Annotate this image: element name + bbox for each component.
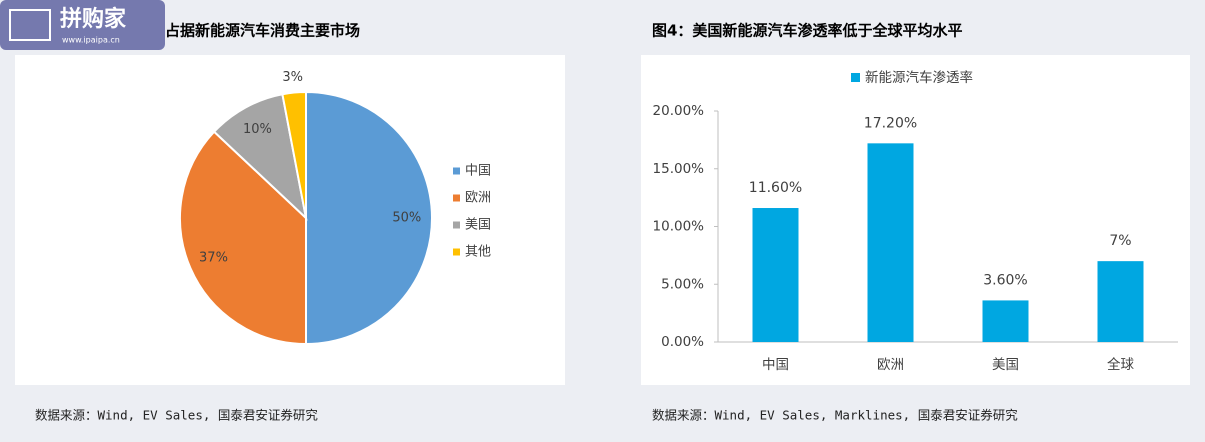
legend-label: 新能源汽车渗透率 — [865, 69, 973, 86]
data-label: 7% — [1109, 233, 1131, 249]
legend-swatch — [453, 167, 460, 175]
legend-swatch — [453, 221, 460, 229]
legend-label: 其他 — [465, 245, 491, 260]
x-tick-label: 中国 — [762, 357, 789, 373]
chart-title: 图4：美国新能源汽车渗透率低于全球平均水平 — [652, 22, 962, 40]
source: 数据来源：Wind, EV Sales, Marklines, 国泰君安证券研究 — [652, 408, 1018, 423]
logo-bg — [0, 0, 165, 50]
pie-slice — [179, 130, 307, 346]
y-tick-label: 10.00% — [653, 219, 705, 235]
bar — [867, 143, 914, 342]
y-tick-label: 15.00% — [653, 161, 705, 177]
x-tick-label: 全球 — [1107, 356, 1135, 373]
y-tick-label: 0.00% — [661, 334, 704, 350]
logo-url: www.ipaipa.cn — [62, 36, 120, 45]
pie-slice — [305, 90, 433, 346]
logo-text: 拼购家 — [60, 6, 127, 32]
legend-label: 美国 — [465, 218, 491, 233]
legend-label: 中国 — [465, 164, 491, 179]
legend-swatch — [453, 194, 460, 202]
legend-swatch — [453, 248, 460, 256]
bar — [982, 300, 1029, 342]
logo-icon — [9, 9, 51, 41]
data-label: 10% — [243, 122, 272, 137]
source: 数据来源：Wind, EV Sales, 国泰君安证券研究 — [35, 408, 318, 423]
data-label: 11.60% — [749, 180, 802, 196]
pie-slice — [212, 93, 308, 221]
bar — [752, 208, 799, 342]
data-label: 3.60% — [983, 272, 1027, 288]
logo: 拼购家 www.ipaipa.cn — [0, 0, 165, 50]
chart-title: 占据新能源汽车消费主要市场 — [165, 22, 360, 40]
data-label: 37% — [199, 251, 228, 266]
y-tick-label: 5.00% — [661, 276, 704, 292]
y-tick-label: 20.00% — [653, 103, 705, 119]
data-label: 17.20% — [864, 115, 917, 131]
data-label: 3% — [282, 70, 303, 85]
legend-swatch — [851, 73, 860, 82]
pie-slice — [281, 90, 307, 219]
legend-label: 欧洲 — [465, 191, 491, 206]
x-tick-label: 欧洲 — [877, 357, 904, 373]
x-tick-label: 美国 — [992, 357, 1019, 373]
bar — [1097, 261, 1144, 342]
data-label: 50% — [392, 211, 421, 226]
